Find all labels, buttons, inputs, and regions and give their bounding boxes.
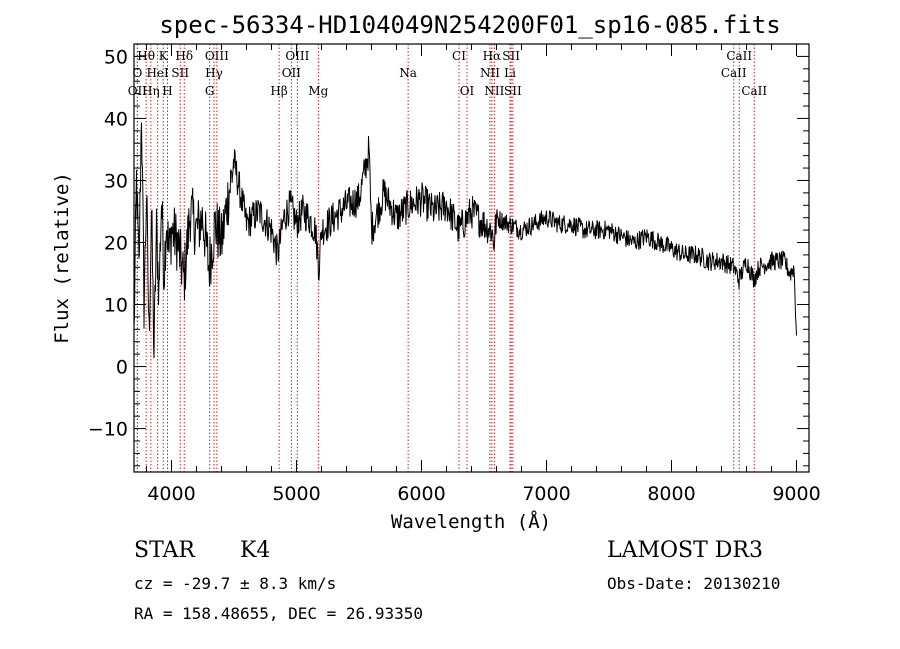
x-tick-label: 6000	[397, 483, 445, 505]
line-label: Mg	[308, 84, 328, 98]
y-tick-label: 40	[104, 108, 128, 130]
flux-series	[133, 122, 797, 359]
line-label: Hδ	[175, 49, 193, 63]
x-tick-label: 9000	[772, 483, 820, 505]
line-label: OI	[460, 84, 475, 98]
line-label: Hθ	[137, 49, 155, 63]
y-tick-label: 50	[104, 46, 128, 68]
y-axis-ticks: −10 0 10 20 30 40 50	[88, 43, 809, 467]
line-label: OIII	[205, 49, 229, 63]
chart-title: spec-56334-HD104049N254200F01_sp16-085.f…	[159, 11, 780, 39]
y-axis-label: Flux (relative)	[51, 172, 73, 344]
x-axis-label: Wavelength (Å)	[391, 510, 551, 533]
line-label: SII	[171, 66, 189, 80]
line-label: Hα	[483, 49, 502, 63]
line-label: Li	[504, 66, 516, 80]
flux-line	[133, 122, 797, 359]
line-label: CaII	[726, 49, 752, 63]
spectral-line-markers	[136, 44, 755, 472]
object-class: STAR	[134, 538, 195, 563]
x-axis-ticks: 4000 5000 6000 7000 8000 9000	[146, 44, 821, 505]
line-label: SII	[502, 49, 520, 63]
line-label: OIII	[285, 49, 309, 63]
line-label: K	[159, 49, 169, 63]
y-tick-label: 10	[104, 295, 128, 317]
line-label: CI	[452, 49, 466, 63]
x-tick-label: 7000	[522, 483, 570, 505]
survey-name: LAMOST DR3	[607, 538, 763, 563]
line-label: OII	[128, 84, 148, 98]
line-label: H	[162, 84, 172, 98]
line-label: Hη	[142, 84, 160, 98]
x-tick-label: 8000	[647, 483, 695, 505]
line-label: Na	[399, 66, 417, 80]
line-label: O	[132, 66, 142, 80]
x-tick-label: 5000	[272, 483, 320, 505]
y-tick-label: 30	[104, 170, 128, 192]
y-tick-label: −10	[88, 419, 128, 441]
sky-coordinates: RA = 158.48655, DEC = 26.93350	[134, 604, 423, 623]
y-tick-label: 0	[116, 357, 128, 379]
y-tick-label: 20	[104, 232, 128, 254]
line-label: HeI	[146, 66, 169, 80]
line-label: NII	[484, 84, 504, 98]
line-label: CaII	[741, 84, 767, 98]
redshift-velocity: cz = -29.7 ± 8.3 km/s	[134, 574, 337, 593]
line-label: OII	[282, 66, 302, 80]
x-tick-label: 4000	[147, 483, 195, 505]
line-label: SII	[504, 84, 522, 98]
spectral-subclass: K4	[240, 538, 271, 563]
line-label: Hγ	[205, 66, 223, 80]
observation-date: Obs-Date: 20130210	[607, 574, 781, 593]
line-label: CaII	[721, 66, 747, 80]
line-label: Hβ	[270, 84, 287, 98]
line-label: NII	[480, 66, 500, 80]
line-label: G	[205, 84, 215, 98]
